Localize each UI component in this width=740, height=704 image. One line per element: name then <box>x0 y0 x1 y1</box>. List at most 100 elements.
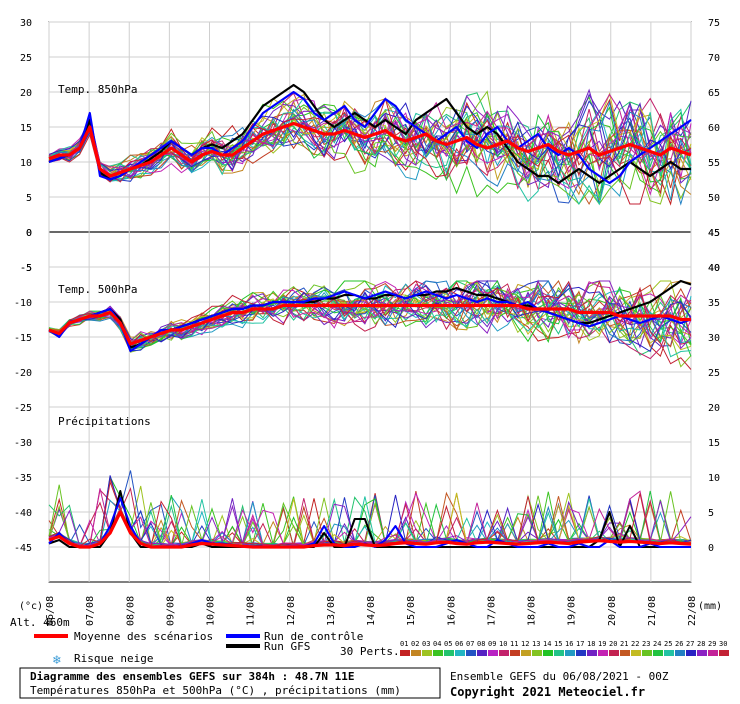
date-tick-label: 07/08 <box>85 596 96 626</box>
mean-line-500 <box>48 303 691 346</box>
pert-swatch <box>554 650 564 656</box>
pert-number: 20 <box>609 640 617 648</box>
pert-swatch <box>510 650 520 656</box>
date-tick-label: 14/08 <box>366 596 377 626</box>
left-tick-label: -10 <box>14 298 32 309</box>
panel-label-500: Temp. 500hPa <box>58 283 137 296</box>
footer-copyright: Copyright 2021 Meteociel.fr <box>450 685 645 699</box>
pert-number: 29 <box>708 640 716 648</box>
pert-number: 19 <box>598 640 606 648</box>
pert-swatch <box>587 650 597 656</box>
legend: Moyenne des scénarios Run de contrôle Ru… <box>34 630 729 668</box>
pert-number: 18 <box>587 640 595 648</box>
pert-number: 27 <box>686 640 694 648</box>
right-tick-label: 35 <box>708 298 720 309</box>
pert-swatch <box>664 650 674 656</box>
date-tick-label: 12/08 <box>286 596 297 626</box>
left-tick-label: -5 <box>20 263 32 274</box>
footer-run-label: Ensemble GEFS du 06/08/2021 - 00Z <box>450 670 669 683</box>
date-tick-label: 11/08 <box>246 596 257 626</box>
date-tick-label: 17/08 <box>486 596 497 626</box>
footer-title: Diagramme des ensembles GEFS sur 384h : … <box>30 670 355 683</box>
pert-swatch <box>433 650 443 656</box>
right-tick-label: 25 <box>708 368 720 379</box>
pert-number: 28 <box>697 640 705 648</box>
date-tick-label: 08/08 <box>125 596 136 626</box>
pert-swatch <box>521 650 531 656</box>
gfs-line-850 <box>48 83 691 185</box>
left-tick-label: -20 <box>14 368 32 379</box>
right-tick-label: 45 <box>708 228 720 239</box>
pert-number: 26 <box>675 640 683 648</box>
pert-number: 22 <box>631 640 639 648</box>
pert-number: 10 <box>499 640 507 648</box>
pert-swatch <box>411 650 421 656</box>
main-series <box>48 83 692 549</box>
date-tick-label: 09/08 <box>165 596 176 626</box>
legend-control-label: Run de contrôle <box>264 630 363 643</box>
pert-number: 12 <box>521 640 529 648</box>
right-tick-label: 0 <box>708 543 714 554</box>
pert-number: 24 <box>653 640 661 648</box>
right-tick-label: 15 <box>708 438 720 449</box>
pert-number: 01 <box>400 640 408 648</box>
pert-number: 16 <box>565 640 573 648</box>
right-tick-label: 55 <box>708 158 720 169</box>
date-tick-label: 22/08 <box>687 596 698 626</box>
pert-swatch <box>675 650 685 656</box>
pert-swatch <box>631 650 641 656</box>
date-tick-label: 21/08 <box>647 596 658 626</box>
altitude-label: Alt. 460m <box>10 616 70 629</box>
left-tick-label: 5 <box>26 193 32 204</box>
pert-swatch <box>642 650 652 656</box>
left-tick-label: 25 <box>20 53 32 64</box>
right-tick-label: 10 <box>708 473 720 484</box>
left-tick-label: -15 <box>14 333 32 344</box>
right-tick-label: 40 <box>708 263 720 274</box>
pert-swatch <box>543 650 553 656</box>
pert-swatch <box>708 650 718 656</box>
right-tick-label: 75 <box>708 18 720 29</box>
ensemble-member-500 <box>48 279 692 350</box>
pert-number: 13 <box>532 640 540 648</box>
date-tick-label: 18/08 <box>527 596 538 626</box>
date-tick-labels: 06/08 07/08 08/08 09/08 10/08 11/08 12/08 13/08… <box>45 596 698 626</box>
date-tick-label: 16/08 <box>446 596 457 626</box>
right-tick-label: 30 <box>708 333 720 344</box>
pert-swatch <box>598 650 608 656</box>
pert-number: 09 <box>488 640 496 648</box>
pert-color-swatches <box>400 650 729 656</box>
right-tick-label: 20 <box>708 403 720 414</box>
footer-box <box>19 667 441 699</box>
pert-swatch <box>719 650 729 656</box>
date-tick-label: 19/08 <box>567 596 578 626</box>
right-tick-label: 50 <box>708 193 720 204</box>
left-tick-label: -40 <box>14 508 32 519</box>
left-tick-label: 10 <box>20 158 32 169</box>
right-tick-label: 70 <box>708 53 720 64</box>
date-tick-label: 06/08 <box>45 596 56 626</box>
ensemble-member-500 <box>48 280 692 370</box>
right-tick-label: 5 <box>708 508 714 519</box>
date-tick-label: 10/08 <box>206 596 217 626</box>
date-tick-label: 20/08 <box>607 596 618 626</box>
pert-swatch <box>653 650 663 656</box>
legend-snow-label: Risque neige <box>74 652 153 665</box>
pert-number: 08 <box>477 640 485 648</box>
pert-number: 11 <box>510 640 518 648</box>
pert-number-labels: 01 02 03 04 05 06 07 08 09 10 11 12 13 14 15 16 17 18 19 20… <box>400 640 727 648</box>
precip-unit-label: (mm) <box>698 601 722 612</box>
pert-number: 03 <box>422 640 430 648</box>
pert-number: 07 <box>466 640 474 648</box>
pert-number: 17 <box>576 640 584 648</box>
pert-swatch <box>444 650 454 656</box>
legend-gfs-label: Run GFS <box>264 640 310 653</box>
left-tick-label: -25 <box>14 403 32 414</box>
pert-number: 23 <box>642 640 650 648</box>
date-tick-label: 13/08 <box>326 596 337 626</box>
left-tick-label: 0 <box>26 228 32 239</box>
pert-number: 30 <box>719 640 727 648</box>
date-tick-label: 15/08 <box>406 596 417 626</box>
